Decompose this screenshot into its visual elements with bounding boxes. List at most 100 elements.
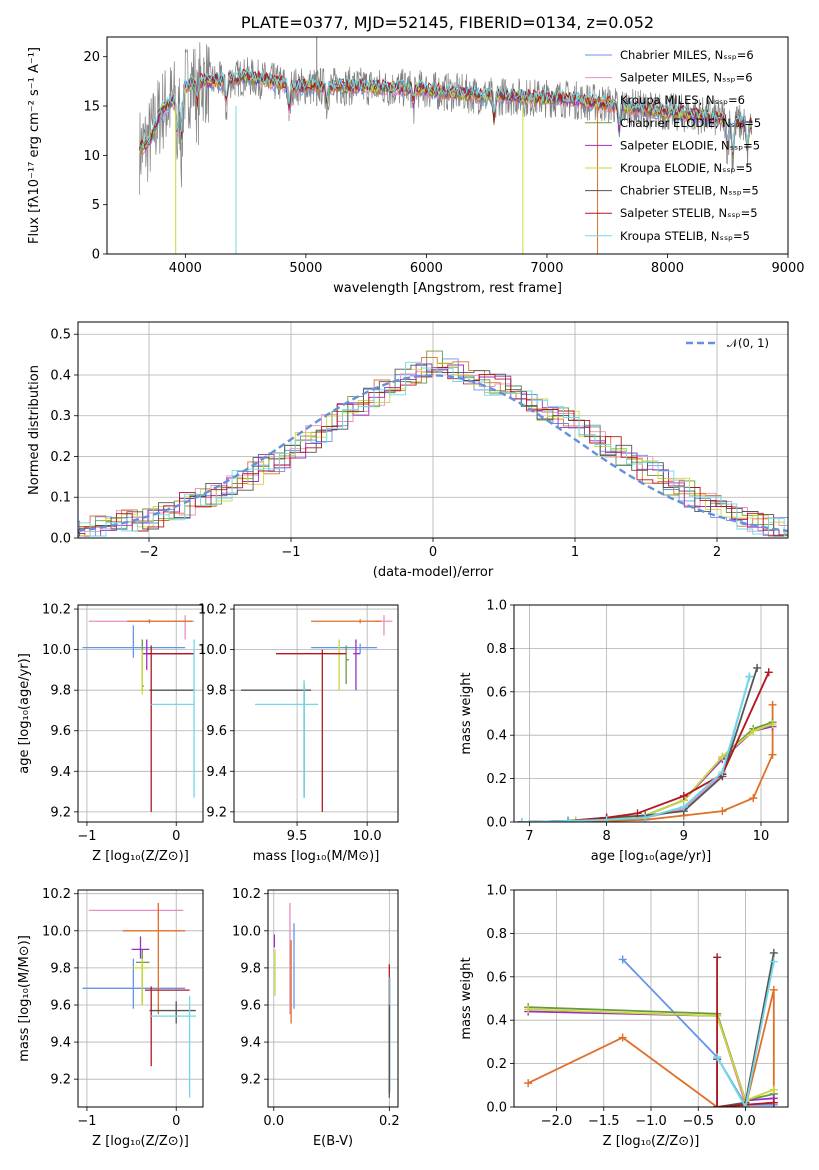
plot-frame [77, 321, 789, 539]
x-tick-label: −1 [77, 829, 96, 844]
y-tick-label: 0.6 [486, 970, 507, 985]
y-tick-label: 10.0 [42, 924, 71, 939]
plot-background [268, 890, 398, 1107]
mass-weight-series-9 [716, 961, 775, 1107]
legend-label: Salpeter ELODIE, Nₛₛₚ=5 [620, 138, 760, 152]
x-tick-label: −1.5 [588, 1114, 620, 1129]
series-marker [768, 700, 777, 709]
x-tick-label: −1 [77, 1114, 96, 1129]
plot-background [78, 890, 203, 1107]
y-tick-label: 9.4 [240, 1036, 261, 1051]
series-marker [618, 1033, 627, 1042]
y-tick-label: 9.2 [50, 805, 71, 820]
residual-histogram-7 [78, 364, 788, 537]
y-tick-label: 9.4 [50, 1036, 71, 1051]
x-tick-label: 0.2 [379, 1114, 400, 1129]
x-tick-label: 2 [713, 545, 721, 560]
residual-histogram-9 [78, 361, 788, 537]
series-marker [718, 768, 727, 777]
series-marker [749, 794, 758, 803]
y-tick-label: 10.2 [198, 603, 227, 618]
x-tick-label: 0 [172, 1114, 180, 1129]
y-tick-label: 9.2 [240, 1073, 261, 1088]
series-marker [564, 816, 573, 822]
chart-title: PLATE=0377, MJD=52145, FIBERID=0134, z=0… [241, 13, 654, 32]
y-axis-label: mass weight [459, 957, 474, 1039]
plot-background [514, 605, 788, 822]
x-axis-label: Z [log₁₀(Z/Z⊙)] [92, 1134, 189, 1149]
x-tick-label: 7000 [530, 261, 563, 276]
series-marker [769, 957, 778, 966]
y-tick-label: 0.5 [50, 328, 71, 343]
x-tick-label: 0.0 [735, 1114, 756, 1129]
series-marker [618, 955, 627, 964]
y-tick-label: 9.6 [206, 724, 227, 739]
y-tick-label: 0.0 [486, 1101, 507, 1116]
legend-label: Salpeter STELIB, Nₛₛₚ=5 [620, 206, 758, 220]
panel-6 [74, 890, 203, 1111]
panel-5 [510, 604, 788, 826]
series-marker [524, 1079, 533, 1088]
series-marker [524, 1005, 533, 1014]
series-marker [764, 668, 773, 677]
model-spectrum-9 [139, 66, 753, 153]
mass-weight-series-6 [528, 1008, 775, 1102]
plot-frame [77, 889, 204, 1108]
y-tick-label: 0.3 [50, 409, 71, 424]
y-tick-label: 0.1 [50, 491, 71, 506]
series-marker [713, 1103, 722, 1107]
x-tick-label: 0.0 [263, 1114, 284, 1129]
legend-label: Chabrier STELIB, Nₛₛₚ=5 [620, 184, 759, 198]
series-marker [718, 807, 727, 816]
series-marker [753, 663, 762, 672]
error-bar-point-8 [276, 649, 347, 812]
y-tick-label: 0.4 [486, 729, 507, 744]
series-marker [718, 752, 727, 761]
legend-label: Salpeter MILES, Nₛₛₚ=6 [620, 71, 753, 85]
y-tick-label: 0.4 [50, 368, 71, 383]
series-marker [602, 815, 611, 822]
y-tick-label: 10.0 [232, 924, 261, 939]
y-tick-label: 0.2 [486, 772, 507, 787]
y-tick-label: 5 [92, 198, 100, 213]
plot-frame [233, 604, 399, 823]
series-marker [679, 791, 688, 800]
legend-label: Chabrier ELODIE, Nₛₛₚ=5 [620, 116, 761, 130]
y-tick-label: 1.0 [486, 599, 507, 614]
x-axis-label: age [log₁₀(age/yr)] [591, 849, 712, 864]
error-bar-point-4 [345, 645, 349, 685]
y-tick-label: 9.8 [50, 684, 71, 699]
error-bar-point-1 [82, 625, 186, 658]
series-marker [517, 818, 526, 822]
series-marker [768, 720, 777, 729]
series-marker [769, 1085, 778, 1094]
y-tick-label: 9.8 [206, 684, 227, 699]
y-tick-label: 1.0 [486, 884, 507, 899]
series-marker [745, 672, 754, 681]
legend-label: Chabrier MILES, Nₛₛₚ=6 [620, 48, 754, 62]
error-bar-point-1 [82, 958, 186, 1009]
x-tick-label: 10.0 [353, 829, 382, 844]
x-axis-label: Z [log₁₀(Z/Z⊙)] [92, 849, 189, 864]
mass-weight-series-3 [527, 989, 775, 1107]
y-tick-label: 9.8 [50, 961, 71, 976]
panel-3 [74, 605, 203, 826]
series-marker [713, 1053, 722, 1062]
x-tick-label: 10 [753, 829, 770, 844]
y-tick-label: 9.2 [206, 805, 227, 820]
series-marker [749, 726, 758, 735]
error-bar-point-3 [127, 619, 193, 624]
y-axis-label: mass [log₁₀(M/M⊙)] [17, 935, 32, 1062]
error-bar-point-1 [311, 643, 377, 654]
y-tick-label: 9.6 [50, 724, 71, 739]
y-tick-label: 20 [83, 50, 100, 65]
x-tick-label: 7 [525, 829, 533, 844]
error-bar-point-9 [151, 639, 195, 798]
series-marker [769, 1098, 778, 1107]
plot-frame [267, 889, 399, 1108]
y-tick-label: 10.2 [42, 603, 71, 618]
x-tick-label: −0.5 [682, 1114, 714, 1129]
x-tick-label: 9.5 [287, 829, 308, 844]
x-axis-label: E(B-V) [313, 1134, 353, 1149]
legend-label: Kroupa STELIB, Nₛₛₚ=5 [620, 229, 750, 243]
